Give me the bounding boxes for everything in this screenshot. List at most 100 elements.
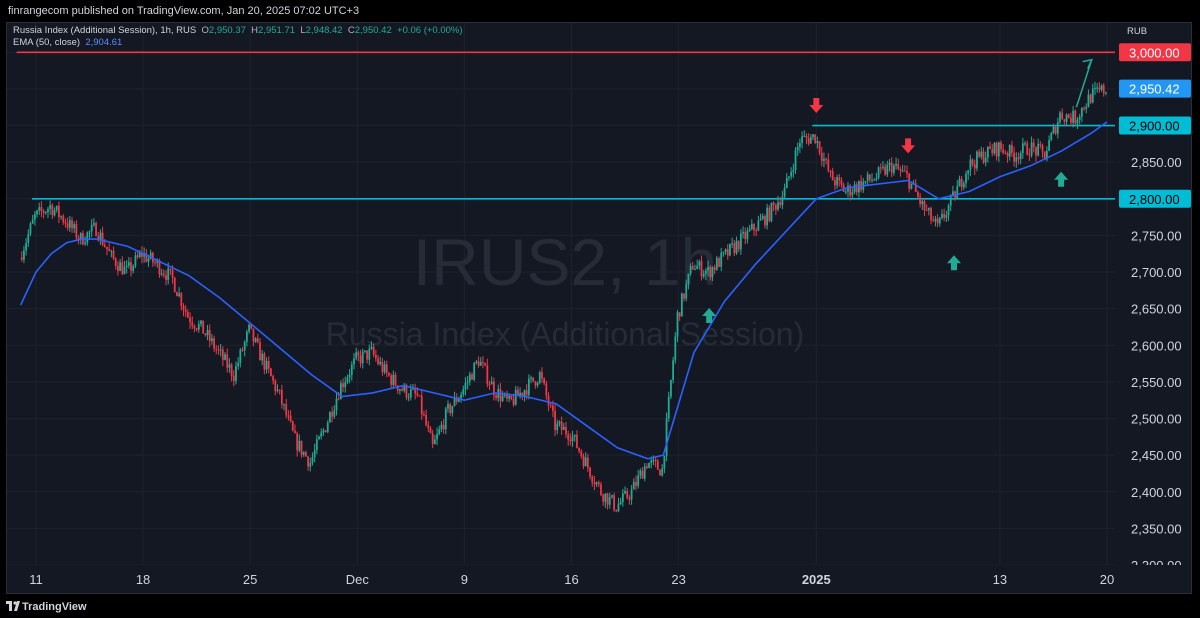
last-price-tag: 2,950.42 <box>1129 82 1180 97</box>
close-value: 2,950.42 <box>354 25 392 36</box>
candle-body <box>584 457 587 467</box>
candle-body <box>580 451 583 457</box>
publish-bar: finrangecom published on TradingView.com… <box>0 0 1200 22</box>
candle-body <box>995 142 998 157</box>
candle-body <box>689 266 692 274</box>
candle-body <box>534 381 537 386</box>
candle-body <box>932 220 935 222</box>
candle-body <box>750 224 753 230</box>
candle-body <box>665 418 668 456</box>
watermark-symbol: IRUS2, 1h <box>413 225 717 299</box>
candle-body <box>600 484 602 495</box>
candle-body <box>309 462 312 467</box>
candle-body <box>55 205 58 211</box>
candle-body <box>173 277 176 293</box>
currency-label[interactable]: RUB <box>1127 26 1148 37</box>
candle-body <box>790 171 793 177</box>
candle-body <box>1024 143 1026 145</box>
candle-body <box>735 240 738 254</box>
candle-body <box>958 178 961 187</box>
candle-body <box>127 262 130 266</box>
candle-body <box>606 493 609 505</box>
candle-body <box>761 215 764 220</box>
candle-body <box>451 405 454 413</box>
candle-body <box>1080 107 1083 117</box>
candle-body <box>586 457 589 468</box>
candle-body <box>890 162 893 173</box>
candle-body <box>184 309 187 312</box>
candle-body <box>438 429 441 435</box>
price-chart[interactable]: IRUS2, 1h Russia Index (Additional Sessi… <box>7 23 1191 593</box>
footer-bar: TradingView <box>0 596 1200 618</box>
candle-body <box>788 176 790 178</box>
time-axis[interactable]: 11 18 25 Dec 9 16 23 2025 13 20 <box>7 565 1191 593</box>
chart-frame[interactable]: IRUS2, 1h Russia Index (Additional Sessi… <box>6 22 1192 594</box>
candle-body <box>1085 107 1088 109</box>
candle-body <box>838 177 841 181</box>
candle-body <box>980 151 983 157</box>
candle-body <box>420 395 423 415</box>
time-tick-label: 2025 <box>802 572 831 587</box>
candle-body <box>396 385 399 391</box>
time-tick-label: 16 <box>564 572 578 587</box>
candle-body <box>1094 88 1096 90</box>
candle-body <box>733 243 736 254</box>
candle-body <box>221 349 224 360</box>
candle-body <box>906 171 908 174</box>
candle-body <box>1089 94 1092 103</box>
watermark-name: Russia Index (Additional Session) <box>326 316 804 352</box>
candle-body <box>635 481 637 486</box>
candle-body <box>840 180 843 185</box>
candle-body <box>226 354 229 368</box>
symbol-info: Russia Index (Additional Session), 1h, R… <box>13 25 197 36</box>
candle-body <box>1098 87 1101 90</box>
candle-body <box>512 399 515 405</box>
candle-body <box>997 142 1000 157</box>
candle-body <box>866 174 869 182</box>
candle-body <box>886 165 889 175</box>
candle-body <box>809 137 812 144</box>
candle-body <box>864 181 867 183</box>
candle-body <box>805 135 808 139</box>
candle-body <box>368 348 371 360</box>
candle-body <box>567 434 570 440</box>
candle-body <box>125 265 128 267</box>
candle-body <box>160 273 163 275</box>
footer-brand[interactable]: TradingView <box>22 601 87 613</box>
candle-body <box>145 253 148 262</box>
candle-body <box>582 456 585 467</box>
candle-body <box>530 377 532 379</box>
candle-body <box>753 224 755 231</box>
candle-body <box>278 389 281 391</box>
price-tick-label: 2,750.00 <box>1131 228 1182 243</box>
horizontal-lines[interactable] <box>16 51 1115 200</box>
candle-body <box>781 196 784 206</box>
candle-body <box>608 497 611 505</box>
candle-body <box>291 421 294 431</box>
candle-body <box>1050 133 1053 141</box>
candle-body <box>1059 112 1061 123</box>
candle-body <box>1017 157 1020 160</box>
candle-body <box>302 452 305 455</box>
candle-body <box>691 266 694 270</box>
annotations[interactable] <box>702 58 1093 323</box>
price-axis[interactable]: 2,300.002,350.002,400.002,450.002,500.00… <box>1117 23 1191 593</box>
candle-body <box>1006 153 1009 157</box>
candle-body <box>827 159 830 171</box>
candle-body <box>412 388 414 390</box>
candle-body <box>715 258 718 270</box>
candle-body <box>473 362 476 380</box>
candle-body <box>1074 110 1077 124</box>
high-label: H <box>251 25 259 36</box>
candle-body <box>1041 145 1044 152</box>
candle-body <box>895 163 897 166</box>
candle-body <box>101 232 104 245</box>
candle-body <box>86 232 89 243</box>
candle-body <box>993 142 996 154</box>
candle-body <box>103 244 106 247</box>
candle-body <box>663 455 666 469</box>
candle-body <box>224 354 226 360</box>
candle-body <box>527 378 530 395</box>
candle-body <box>486 365 489 385</box>
candle-body <box>1102 85 1105 94</box>
